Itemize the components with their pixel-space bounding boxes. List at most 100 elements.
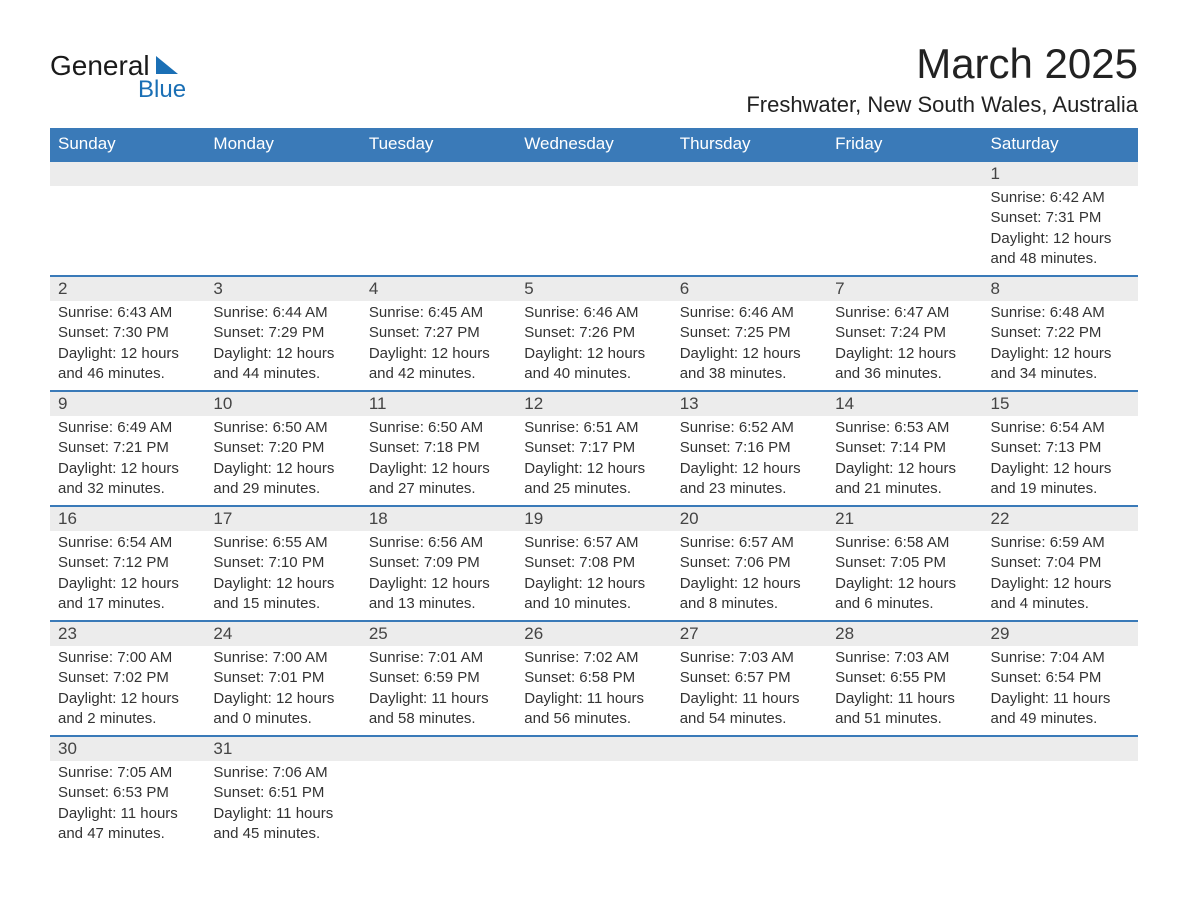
empty-cell xyxy=(205,161,360,186)
sunrise-line: Sunrise: 6:52 AM xyxy=(680,418,819,438)
sunrise-line: Sunrise: 7:05 AM xyxy=(58,763,197,783)
day-content-cell: Sunrise: 6:55 AMSunset: 7:10 PMDaylight:… xyxy=(205,531,360,621)
day-content-cell: Sunrise: 7:03 AMSunset: 6:57 PMDaylight:… xyxy=(672,646,827,736)
day-number-cell: 16 xyxy=(50,506,205,531)
day-content-cell: Sunrise: 7:02 AMSunset: 6:58 PMDaylight:… xyxy=(516,646,671,736)
day-number-cell: 17 xyxy=(205,506,360,531)
weekday-header-row: SundayMondayTuesdayWednesdayThursdayFrid… xyxy=(50,128,1138,161)
daylight-line: Daylight: 12 hours and 10 minutes. xyxy=(524,574,663,615)
day-number-cell: 15 xyxy=(983,391,1138,416)
empty-cell xyxy=(361,736,516,761)
empty-cell xyxy=(827,761,982,850)
sunrise-line: Sunrise: 6:49 AM xyxy=(58,418,197,438)
day-number-cell: 24 xyxy=(205,621,360,646)
sunset-line: Sunset: 6:59 PM xyxy=(369,668,508,688)
sunrise-line: Sunrise: 6:57 AM xyxy=(680,533,819,553)
sunset-line: Sunset: 6:58 PM xyxy=(524,668,663,688)
empty-cell xyxy=(361,761,516,850)
day-content-cell: Sunrise: 7:04 AMSunset: 6:54 PMDaylight:… xyxy=(983,646,1138,736)
daylight-line: Daylight: 11 hours and 49 minutes. xyxy=(991,689,1130,730)
location-subtitle: Freshwater, New South Wales, Australia xyxy=(746,92,1138,118)
empty-cell xyxy=(50,161,205,186)
day-number-cell: 20 xyxy=(672,506,827,531)
day-number-cell: 30 xyxy=(50,736,205,761)
day-number-cell: 29 xyxy=(983,621,1138,646)
empty-cell xyxy=(50,186,205,276)
daylight-line: Daylight: 12 hours and 48 minutes. xyxy=(991,229,1130,270)
empty-cell xyxy=(205,186,360,276)
sunset-line: Sunset: 7:12 PM xyxy=(58,553,197,573)
daylight-line: Daylight: 12 hours and 36 minutes. xyxy=(835,344,974,385)
sunrise-line: Sunrise: 6:56 AM xyxy=(369,533,508,553)
daylight-line: Daylight: 11 hours and 58 minutes. xyxy=(369,689,508,730)
day-number-cell: 12 xyxy=(516,391,671,416)
daylight-line: Daylight: 12 hours and 44 minutes. xyxy=(213,344,352,385)
daylight-line: Daylight: 12 hours and 6 minutes. xyxy=(835,574,974,615)
daylight-line: Daylight: 12 hours and 15 minutes. xyxy=(213,574,352,615)
sunrise-line: Sunrise: 6:47 AM xyxy=(835,303,974,323)
day-content-row: Sunrise: 6:54 AMSunset: 7:12 PMDaylight:… xyxy=(50,531,1138,621)
day-number-cell: 3 xyxy=(205,276,360,301)
day-content-cell: Sunrise: 7:00 AMSunset: 7:01 PMDaylight:… xyxy=(205,646,360,736)
logo-text-general: General xyxy=(50,50,150,82)
daylight-line: Daylight: 12 hours and 4 minutes. xyxy=(991,574,1130,615)
sunset-line: Sunset: 7:25 PM xyxy=(680,323,819,343)
day-content-cell: Sunrise: 7:05 AMSunset: 6:53 PMDaylight:… xyxy=(50,761,205,850)
empty-cell xyxy=(672,186,827,276)
sunset-line: Sunset: 7:14 PM xyxy=(835,438,974,458)
sunset-line: Sunset: 6:55 PM xyxy=(835,668,974,688)
sunrise-line: Sunrise: 6:58 AM xyxy=(835,533,974,553)
sunrise-line: Sunrise: 7:01 AM xyxy=(369,648,508,668)
sunset-line: Sunset: 7:18 PM xyxy=(369,438,508,458)
header: General Blue March 2025 Freshwater, New … xyxy=(50,40,1138,118)
title-block: March 2025 Freshwater, New South Wales, … xyxy=(746,40,1138,118)
day-content-cell: Sunrise: 7:03 AMSunset: 6:55 PMDaylight:… xyxy=(827,646,982,736)
day-number-cell: 8 xyxy=(983,276,1138,301)
day-number-cell: 6 xyxy=(672,276,827,301)
sunset-line: Sunset: 7:10 PM xyxy=(213,553,352,573)
day-content-cell: Sunrise: 6:44 AMSunset: 7:29 PMDaylight:… xyxy=(205,301,360,391)
sunrise-line: Sunrise: 6:54 AM xyxy=(58,533,197,553)
empty-cell xyxy=(983,761,1138,850)
day-content-row: Sunrise: 7:00 AMSunset: 7:02 PMDaylight:… xyxy=(50,646,1138,736)
day-content-cell: Sunrise: 6:51 AMSunset: 7:17 PMDaylight:… xyxy=(516,416,671,506)
day-number-row: 16171819202122 xyxy=(50,506,1138,531)
empty-cell xyxy=(983,736,1138,761)
daylight-line: Daylight: 12 hours and 42 minutes. xyxy=(369,344,508,385)
empty-cell xyxy=(516,761,671,850)
day-number-cell: 1 xyxy=(983,161,1138,186)
day-number-cell: 10 xyxy=(205,391,360,416)
day-content-cell: Sunrise: 6:59 AMSunset: 7:04 PMDaylight:… xyxy=(983,531,1138,621)
day-number-cell: 25 xyxy=(361,621,516,646)
day-content-row: Sunrise: 7:05 AMSunset: 6:53 PMDaylight:… xyxy=(50,761,1138,850)
daylight-line: Daylight: 12 hours and 23 minutes. xyxy=(680,459,819,500)
day-number-cell: 22 xyxy=(983,506,1138,531)
day-number-cell: 26 xyxy=(516,621,671,646)
sunrise-line: Sunrise: 6:53 AM xyxy=(835,418,974,438)
day-number-cell: 18 xyxy=(361,506,516,531)
sunset-line: Sunset: 7:13 PM xyxy=(991,438,1130,458)
day-content-cell: Sunrise: 7:00 AMSunset: 7:02 PMDaylight:… xyxy=(50,646,205,736)
day-content-cell: Sunrise: 6:49 AMSunset: 7:21 PMDaylight:… xyxy=(50,416,205,506)
daylight-line: Daylight: 11 hours and 47 minutes. xyxy=(58,804,197,845)
daylight-line: Daylight: 12 hours and 46 minutes. xyxy=(58,344,197,385)
day-content-cell: Sunrise: 7:06 AMSunset: 6:51 PMDaylight:… xyxy=(205,761,360,850)
weekday-header: Tuesday xyxy=(361,128,516,161)
sunrise-line: Sunrise: 6:46 AM xyxy=(680,303,819,323)
sunset-line: Sunset: 6:54 PM xyxy=(991,668,1130,688)
sunrise-line: Sunrise: 6:54 AM xyxy=(991,418,1130,438)
day-number-cell: 23 xyxy=(50,621,205,646)
sunrise-line: Sunrise: 6:45 AM xyxy=(369,303,508,323)
sunrise-line: Sunrise: 6:46 AM xyxy=(524,303,663,323)
daylight-line: Daylight: 12 hours and 32 minutes. xyxy=(58,459,197,500)
day-content-cell: Sunrise: 6:52 AMSunset: 7:16 PMDaylight:… xyxy=(672,416,827,506)
day-number-cell: 2 xyxy=(50,276,205,301)
daylight-line: Daylight: 11 hours and 54 minutes. xyxy=(680,689,819,730)
day-number-cell: 5 xyxy=(516,276,671,301)
logo: General Blue xyxy=(50,50,186,104)
sunrise-line: Sunrise: 6:48 AM xyxy=(991,303,1130,323)
sunset-line: Sunset: 7:26 PM xyxy=(524,323,663,343)
day-number-row: 2345678 xyxy=(50,276,1138,301)
daylight-line: Daylight: 12 hours and 17 minutes. xyxy=(58,574,197,615)
sunset-line: Sunset: 7:31 PM xyxy=(991,208,1130,228)
